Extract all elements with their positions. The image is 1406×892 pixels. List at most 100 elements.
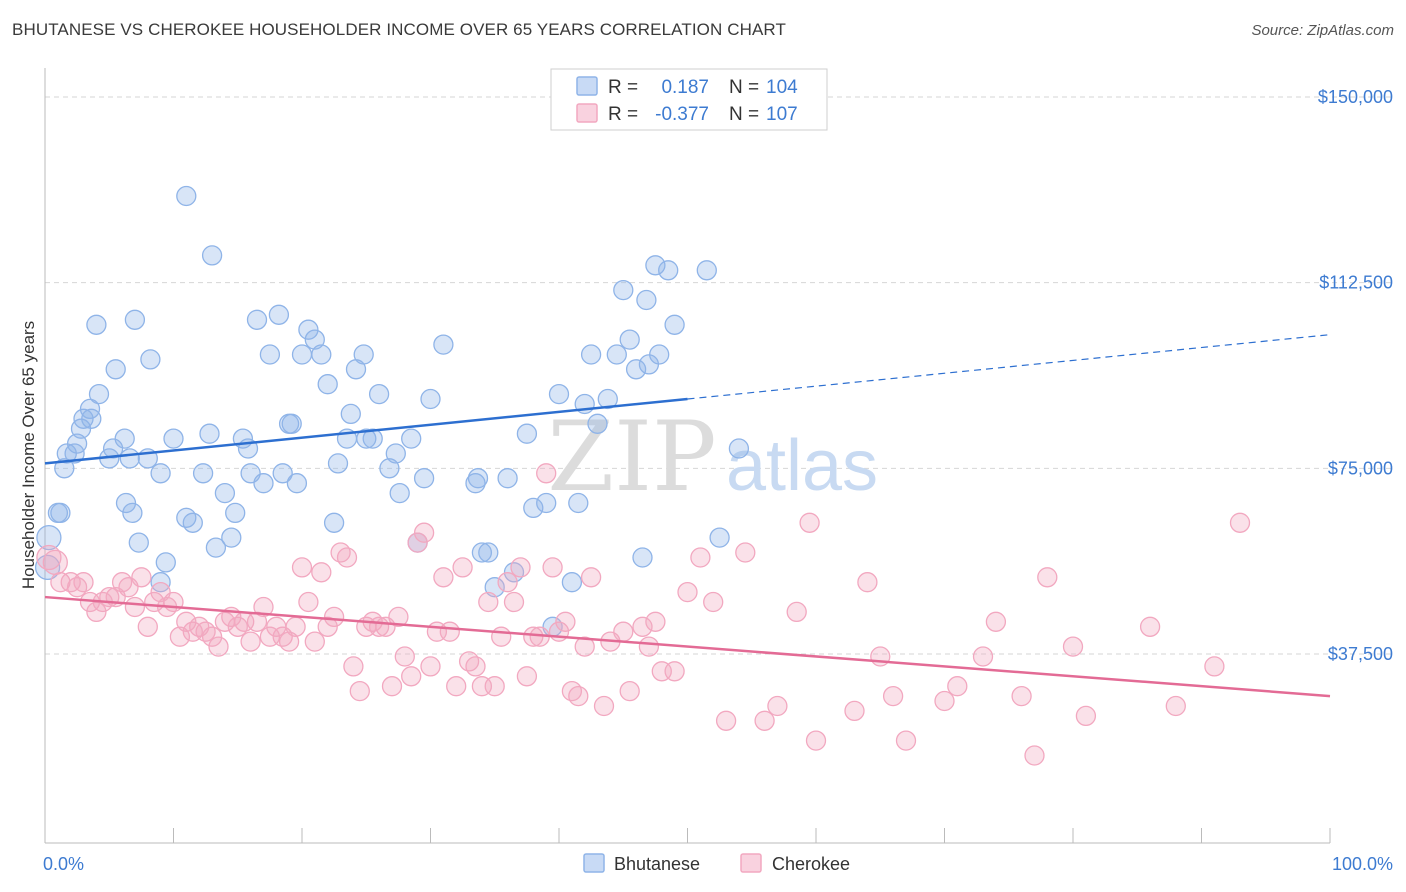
cherokee-point	[1165, 695, 1186, 717]
bhutanese-point	[163, 428, 184, 449]
cherokee-point	[323, 606, 345, 628]
cherokee-point	[510, 557, 531, 578]
bhutanese-point	[587, 413, 608, 434]
cherokee-point	[278, 631, 300, 652]
bhutanese-trend-line	[44, 397, 688, 465]
bhutanese-point	[664, 314, 685, 335]
bhutanese-point	[709, 527, 730, 548]
bhutanese-point	[353, 344, 374, 365]
bhutanese-point	[632, 547, 653, 568]
bhutanese-point	[484, 577, 505, 598]
cherokee-point	[433, 567, 454, 588]
cherokee-point	[420, 656, 441, 677]
bhutanese-point	[597, 388, 618, 410]
cherokee-point	[240, 631, 261, 652]
y-tick-label-0: $37,500	[1328, 644, 1393, 664]
legend: R = 0.187 N = 104 R = -0.377 N = 107	[550, 68, 828, 131]
watermark: ZIP atlas	[547, 401, 878, 513]
y-tick-label-3: $150,000	[1318, 87, 1393, 107]
cherokee-point	[703, 591, 724, 613]
cherokee-point	[895, 730, 917, 751]
cherokee-point	[664, 661, 685, 682]
cherokee-point	[568, 685, 589, 707]
bhutanese-point	[253, 473, 274, 494]
bhutanese-point	[613, 279, 634, 301]
legend-r-label-1: R =	[608, 77, 638, 98]
bhutanese-point	[625, 359, 647, 380]
bhutanese-point	[50, 502, 71, 524]
cherokee-point	[381, 676, 403, 697]
bhutanese-point	[246, 309, 268, 330]
cherokee-point	[343, 656, 364, 677]
cherokee-point	[131, 567, 152, 588]
bhutanese-point	[471, 542, 493, 563]
bhutanese-point	[568, 492, 589, 514]
bhutanese-point	[497, 468, 518, 489]
bhutanese-point	[34, 554, 61, 581]
bhutanese-point	[259, 344, 281, 365]
y-tick-label-1: $75,000	[1328, 458, 1393, 478]
cherokee-point	[446, 676, 467, 697]
bhutanese-point	[79, 398, 101, 420]
cherokee-point	[394, 646, 415, 667]
bhutanese-point	[401, 428, 422, 449]
x-tick-label-1: 100.0%	[1332, 854, 1393, 874]
bhutanese-point	[362, 428, 383, 449]
bottom-legend-swatch-cherokee	[740, 853, 762, 873]
bhutanese-point	[281, 413, 302, 434]
bhutanese-point	[385, 443, 406, 464]
cherokee-point	[516, 666, 538, 687]
cherokee-point	[169, 626, 191, 647]
bhutanese-point	[140, 349, 161, 370]
bhutanese-point	[606, 344, 627, 365]
cherokee-point	[638, 636, 660, 657]
bhutanese-point	[478, 542, 499, 563]
bottom-legend-bhutanese: Bhutanese	[614, 854, 700, 874]
legend-r-value-2: -0.377	[655, 104, 709, 125]
cherokee-point	[1062, 636, 1084, 657]
bhutanese-point	[523, 497, 544, 519]
chart-title: BHUTANESE VS CHEROKEE HOUSEHOLDER INCOME…	[12, 20, 786, 39]
bhutanese-point	[696, 260, 717, 281]
cherokee-point	[439, 621, 460, 642]
y-tick-label-2: $112,500	[1319, 273, 1393, 293]
bhutanese-point	[413, 468, 435, 489]
bhutanese-point	[433, 334, 454, 355]
bhutanese-point	[291, 344, 313, 365]
trend-lines	[44, 334, 1331, 698]
cherokee-point	[176, 611, 197, 632]
bhutanese-point	[176, 185, 197, 207]
bhutanese-point	[225, 502, 246, 524]
cherokee-point	[1024, 745, 1045, 766]
cherokee-point	[715, 710, 737, 731]
cherokee-point	[574, 636, 595, 657]
watermark-atlas: atlas	[726, 426, 878, 506]
cherokee-point	[580, 567, 602, 588]
bottom-legend: Bhutanese Cherokee	[583, 853, 850, 874]
bhutanese-point	[205, 537, 227, 558]
cherokee-point	[593, 695, 615, 717]
cherokee-point	[349, 680, 370, 702]
bhutanese-trend-extension	[687, 334, 1331, 400]
bhutanese-point	[304, 329, 325, 350]
bhutanese-point	[379, 458, 400, 479]
legend-swatch-bhutanese	[576, 76, 598, 96]
cherokee-point	[465, 656, 486, 677]
cherokee-point	[767, 695, 788, 717]
bhutanese-point	[516, 423, 538, 444]
bhutanese-point	[124, 309, 146, 330]
cherokee-point	[137, 616, 158, 637]
bhutanese-point	[340, 403, 361, 425]
cherokee-point	[336, 547, 358, 568]
cherokee-point	[285, 616, 306, 637]
bhutanese-point	[645, 255, 666, 276]
x-tick-labels: 0.0% 100.0%	[43, 854, 1393, 874]
bhutanese-point	[272, 463, 293, 484]
bhutanese-point	[368, 383, 390, 405]
bhutanese-point	[389, 482, 410, 504]
cherokee-point	[677, 581, 698, 603]
cherokee-point	[298, 591, 319, 613]
cherokee-point	[304, 631, 325, 652]
bhutanese-point	[36, 524, 62, 551]
bhutanese-point	[115, 492, 137, 514]
